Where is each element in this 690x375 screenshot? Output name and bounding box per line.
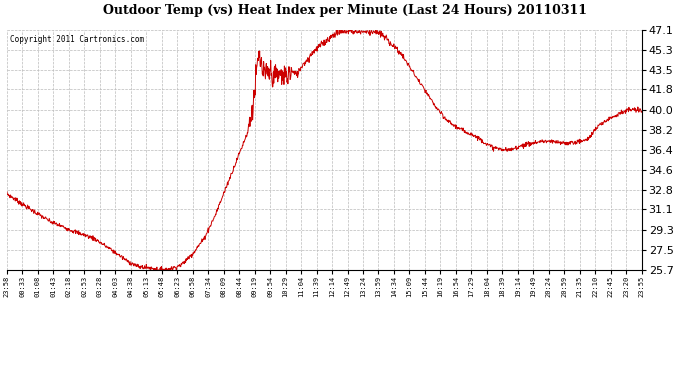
Text: Copyright 2011 Cartronics.com: Copyright 2011 Cartronics.com (10, 35, 144, 44)
Text: Outdoor Temp (vs) Heat Index per Minute (Last 24 Hours) 20110311: Outdoor Temp (vs) Heat Index per Minute … (103, 4, 587, 17)
